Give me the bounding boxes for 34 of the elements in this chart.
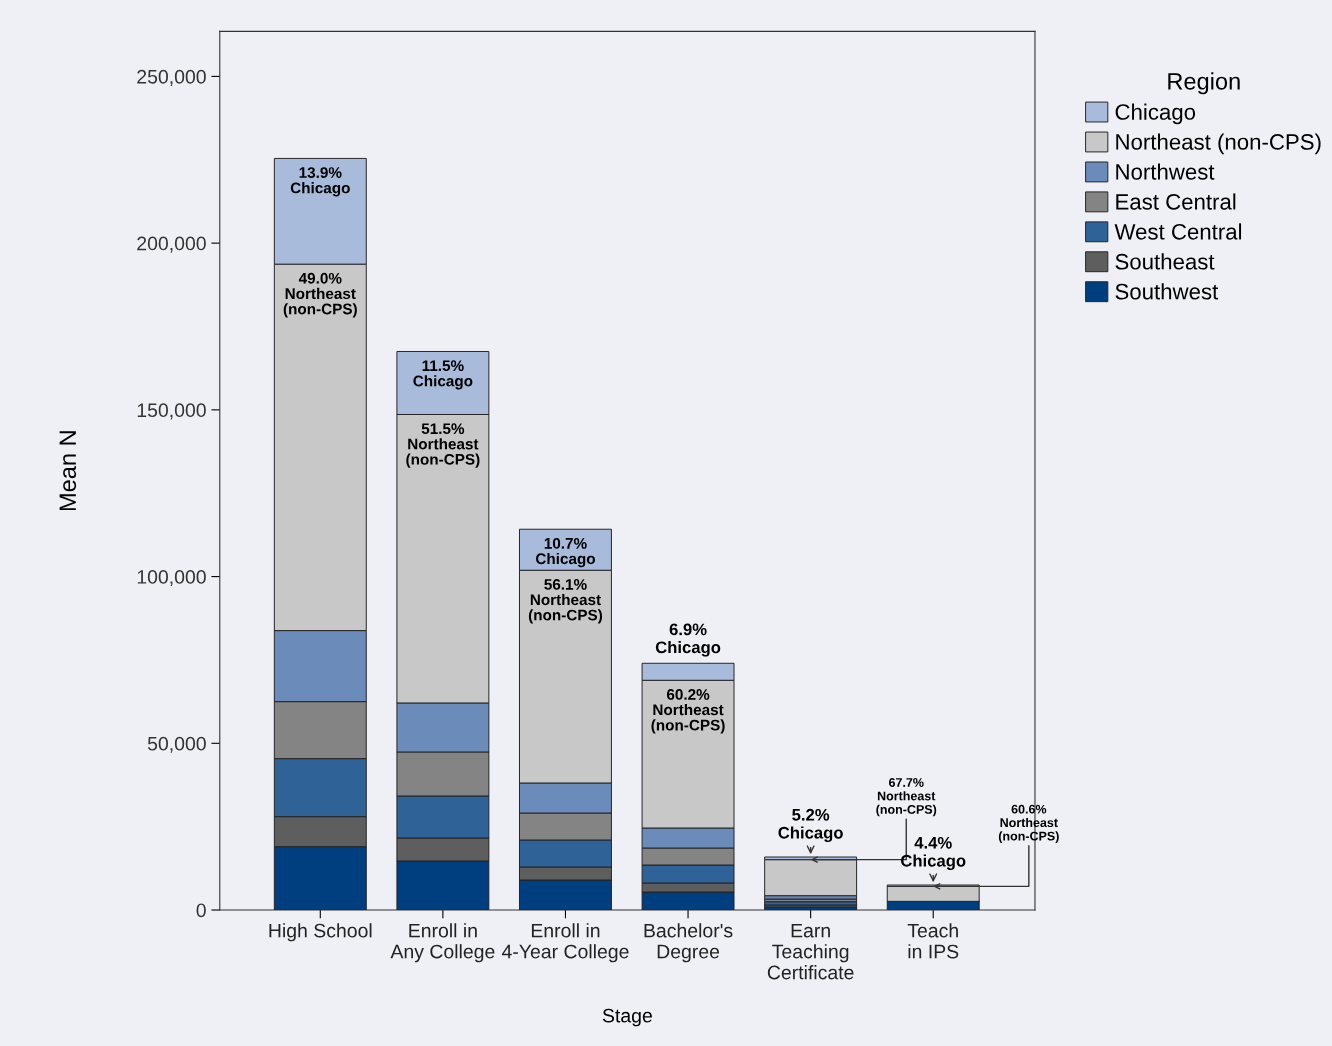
y-tick-label: 250,000 bbox=[137, 69, 206, 86]
annotation: 10.7% Chicago bbox=[535, 537, 596, 568]
y-tick-label: 150,000 bbox=[137, 403, 206, 420]
legend-label: Chicago bbox=[1115, 103, 1196, 125]
legend-label: Northwest bbox=[1116, 163, 1215, 180]
y-axis-title: Mean N bbox=[59, 431, 77, 511]
legend-label: Southeast bbox=[1115, 253, 1215, 270]
annotation: 51.5% Northeast (non-CPS) bbox=[406, 423, 480, 468]
legend-title: Region bbox=[1168, 72, 1240, 95]
x-tick-label: Earn Teaching Certificate bbox=[767, 923, 854, 980]
annotation: 60.6% Northeast (non-CPS) bbox=[998, 804, 1059, 843]
x-tick-label: Enroll in 4-Year College bbox=[501, 923, 629, 963]
y-tick-label: 100,000 bbox=[137, 570, 206, 587]
annotation: 6.9% Chicago bbox=[655, 623, 721, 657]
y-tick-label: 50,000 bbox=[147, 736, 206, 753]
annotation: 13.9% Chicago bbox=[290, 167, 350, 197]
annotation: 11.5% Chicago bbox=[413, 360, 473, 390]
legend-label: Southwest bbox=[1115, 283, 1219, 300]
annotation: 56.1% Northeast (non-CPS) bbox=[528, 578, 603, 624]
annotation: 67.7% Northeast (non-CPS) bbox=[876, 778, 937, 817]
annotation: 60.2% Northeast (non-CPS) bbox=[651, 689, 725, 734]
x-tick-label: Teach in IPS bbox=[907, 923, 959, 959]
annotation: 4.4% Chicago bbox=[901, 836, 966, 871]
legend-label: East Central bbox=[1116, 193, 1236, 210]
annotation: 5.2% Chicago bbox=[778, 808, 843, 842]
x-tick-label: Bachelor's Degree bbox=[644, 923, 733, 963]
legend-label: West Central bbox=[1114, 223, 1242, 240]
y-tick-label: 0 bbox=[196, 903, 206, 918]
x-axis-title: Stage bbox=[602, 1008, 652, 1027]
annotation: 49.0% Northeast (non-CPS) bbox=[283, 272, 357, 318]
legend-label: Northeast (non-CPS) bbox=[1116, 133, 1321, 155]
y-tick-label: 200,000 bbox=[137, 236, 206, 253]
x-tick-label: Enroll in Any College bbox=[390, 923, 495, 963]
x-tick-label: High School bbox=[269, 923, 372, 942]
